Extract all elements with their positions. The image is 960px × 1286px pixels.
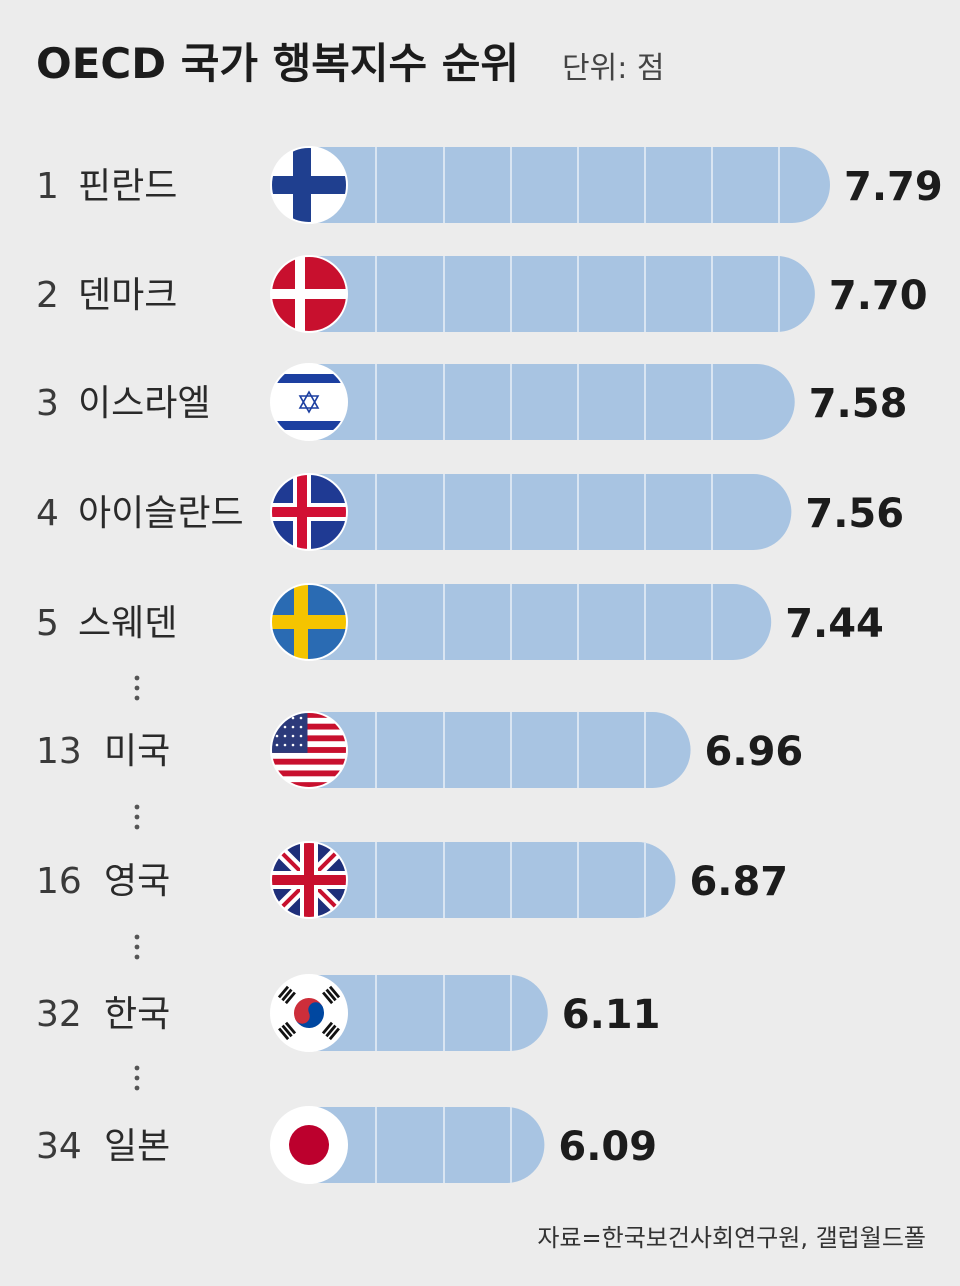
uk-flag-icon <box>271 842 347 918</box>
bar <box>274 147 830 223</box>
value-label: 7.56 <box>805 491 904 537</box>
rank-label: 32 <box>36 994 82 1035</box>
bar-row: 1 핀란드 7.79 <box>36 146 943 224</box>
country-label: 한국 <box>104 994 170 1035</box>
gap-ellipsis-icon <box>134 804 140 830</box>
country-label: 아이슬란드 <box>78 493 244 534</box>
gap-ellipsis-icon <box>134 934 140 960</box>
sweden-flag-icon <box>271 584 347 660</box>
bar <box>274 474 792 550</box>
bar-row: 2 덴마크 7.70 <box>36 255 928 333</box>
country-label: 일본 <box>104 1126 170 1167</box>
rank-label: 1 <box>36 166 59 207</box>
bar-row: 4 아이슬란드 7.56 <box>36 473 904 551</box>
korea-flag-icon <box>271 975 347 1051</box>
bar-row: 5 스웨덴 7.44 <box>36 583 884 661</box>
value-label: 7.58 <box>809 381 908 427</box>
rank-label: 16 <box>36 861 82 902</box>
rank-label: 2 <box>36 275 59 316</box>
value-label: 7.44 <box>785 601 884 647</box>
bar-row: 16 영국 6.87 <box>36 841 788 919</box>
bar-rows: 1 핀란드 7.79 2 덴마크 7.70 3 이스라엘 7.58 4 아이슬란드 7.56 5 스웨덴 7… <box>36 146 943 1184</box>
usa-flag-icon <box>271 712 347 788</box>
bar-row: 13 미국 6.96 <box>36 711 804 789</box>
value-label: 6.96 <box>705 729 804 775</box>
chart-title: OECD 국가 행복지수 순위 <box>36 39 519 88</box>
country-label: 스웨덴 <box>78 603 177 644</box>
value-label: 6.11 <box>562 992 661 1038</box>
japan-flag-icon <box>271 1107 347 1183</box>
rank-label: 5 <box>36 603 59 644</box>
bar <box>274 364 795 440</box>
bar-row: 32 한국 6.11 <box>36 974 661 1052</box>
rank-label: 3 <box>36 383 59 424</box>
value-label: 6.87 <box>689 859 788 905</box>
country-label: 이스라엘 <box>78 383 210 424</box>
country-label: 핀란드 <box>78 166 177 207</box>
iceland-flag-icon <box>271 474 347 550</box>
bar-row: 34 일본 6.09 <box>36 1106 657 1184</box>
bar <box>274 256 815 332</box>
bar <box>274 712 691 788</box>
bar <box>274 584 772 660</box>
row-gaps <box>134 675 140 1091</box>
country-label: 미국 <box>104 731 170 772</box>
finland-flag-icon <box>271 147 347 223</box>
rank-label: 34 <box>36 1126 82 1167</box>
chart-source: 자료=한국보건사회연구원, 갤럽월드폴 <box>537 1224 926 1252</box>
country-label: 덴마크 <box>78 275 177 316</box>
rank-label: 13 <box>36 731 82 772</box>
israel-flag-icon <box>271 364 347 440</box>
rank-label: 4 <box>36 493 59 534</box>
denmark-flag-icon <box>271 256 347 332</box>
gap-ellipsis-icon <box>134 675 140 701</box>
value-label: 6.09 <box>558 1124 657 1170</box>
gap-ellipsis-icon <box>134 1065 140 1091</box>
value-label: 7.79 <box>844 164 943 210</box>
chart-unit: 단위: 점 <box>562 51 664 86</box>
value-label: 7.70 <box>829 273 928 319</box>
country-label: 영국 <box>104 861 170 902</box>
bar <box>274 842 676 918</box>
bar-row: 3 이스라엘 7.58 <box>36 363 908 441</box>
